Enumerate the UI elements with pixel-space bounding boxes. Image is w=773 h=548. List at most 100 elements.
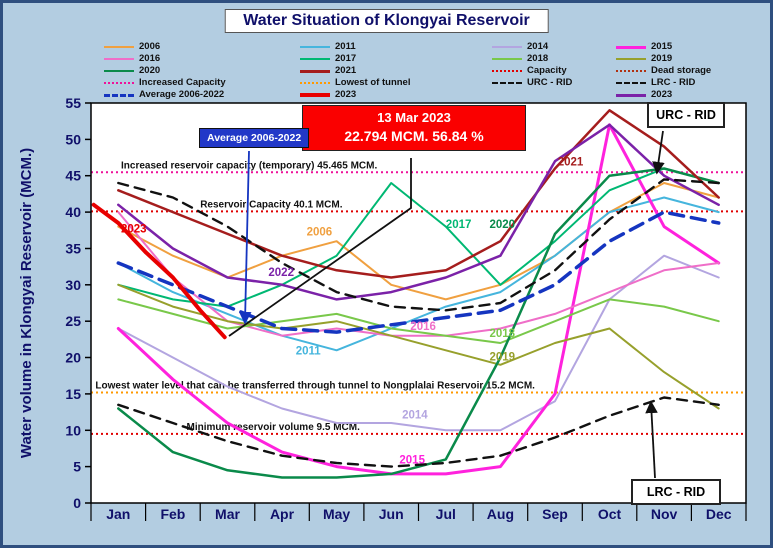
- page-title: Water Situation of Klongyai Reservoir: [224, 9, 549, 33]
- year-label-2023: 2023: [121, 224, 147, 236]
- callout-connector: [238, 150, 252, 325]
- legend-item-dead-storage: Dead storage: [616, 65, 766, 77]
- month-label: Jan: [106, 506, 130, 522]
- reference-line-label: Reservoir Capacity 40.1 MCM.: [200, 199, 343, 210]
- y-tick-label: 5: [73, 459, 81, 475]
- legend-label: 2011: [335, 41, 356, 53]
- legend-label: 2016: [139, 53, 161, 65]
- series-2022: [117, 123, 720, 301]
- legend-item-2020: 2020: [104, 65, 300, 77]
- legend-label: 2014: [527, 41, 549, 53]
- y-tick-label: 40: [65, 204, 81, 220]
- legend-line-swatch: [492, 58, 522, 60]
- series-Average-2006-2022: [116, 210, 721, 334]
- callout-lrc-box: LRC - RID: [631, 479, 721, 505]
- year-label-2011: 2011: [296, 346, 322, 358]
- month-label: Sep: [542, 506, 568, 522]
- legend-label: 2017: [335, 53, 357, 65]
- series-2011: [117, 196, 720, 352]
- year-label-2020: 2020: [490, 219, 516, 231]
- year-label-2006: 2006: [307, 226, 333, 238]
- legend-line-swatch: [300, 93, 330, 97]
- legend-item-average-2006-2022: Average 2006-2022: [104, 89, 300, 101]
- legend-item-urc---rid: URC - RID: [492, 77, 616, 89]
- callout-connector: [645, 400, 658, 479]
- y-tick-label: 45: [65, 168, 81, 184]
- series-2018: [117, 298, 720, 344]
- legend-item-2021: 2021: [300, 65, 492, 77]
- year-label-2016: 2016: [410, 321, 436, 333]
- y-tick-label: 35: [65, 241, 81, 257]
- legend-item-2011: 2011: [300, 41, 492, 53]
- year-label-2021: 2021: [558, 157, 584, 169]
- series-URC---RID: [117, 178, 720, 312]
- year-label-2017: 2017: [446, 219, 472, 231]
- legend-line-swatch: [616, 58, 646, 60]
- legend-line-swatch: [300, 82, 330, 84]
- year-label-2015: 2015: [399, 455, 425, 467]
- legend-label: URC - RID: [527, 77, 573, 89]
- legend-line-swatch: [104, 82, 134, 84]
- legend-line-swatch: [492, 82, 522, 84]
- series-2016: [117, 211, 720, 337]
- legend-item-increased-capacity: Increased Capacity: [104, 77, 300, 89]
- legend-label: Increased Capacity: [139, 77, 226, 89]
- legend-item-2023: 2023: [616, 89, 766, 101]
- legend-line-swatch: [104, 93, 134, 97]
- series-2023: [91, 202, 227, 340]
- legend-label: 2023: [335, 89, 357, 101]
- y-tick-label: 15: [65, 386, 81, 402]
- legend-line-swatch: [104, 58, 134, 60]
- month-label: Dec: [706, 506, 732, 522]
- legend-item-2017: 2017: [300, 53, 492, 65]
- month-label: Oct: [598, 506, 622, 522]
- legend-label: LRC - RID: [651, 77, 696, 89]
- legend-line-swatch: [616, 70, 646, 72]
- legend-label: 2023: [651, 89, 673, 101]
- legend-label: 2018: [527, 53, 549, 65]
- legend-label: Average 2006-2022: [139, 89, 225, 101]
- callout-urc-box: URC - RID: [647, 102, 725, 128]
- reference-line-label: Lowest water level that can be transferr…: [95, 381, 535, 392]
- chart-plot: Increased reservoir capacity (temporary)…: [18, 95, 747, 522]
- month-label: Jun: [379, 506, 404, 522]
- legend-item-2019: 2019: [616, 53, 766, 65]
- month-label: Feb: [160, 506, 185, 522]
- legend-label: 2006: [139, 41, 161, 53]
- callout-average-box: Average 2006-2022: [199, 128, 310, 148]
- year-label-2018: 2018: [490, 328, 516, 340]
- callout-connector: [228, 158, 412, 337]
- month-label: Apr: [270, 506, 295, 522]
- callout-current-volume: 22.794 MCM. 56.84 %: [344, 128, 484, 144]
- legend-line-swatch: [300, 69, 330, 73]
- legend-line-swatch: [300, 46, 330, 48]
- legend-line-swatch: [300, 58, 330, 60]
- y-tick-label: 0: [73, 495, 81, 511]
- series-2017: [117, 167, 720, 308]
- legend-item-2006: 2006: [104, 41, 300, 53]
- series-LRC---RID: [117, 396, 720, 468]
- month-label: May: [323, 506, 350, 522]
- series-2014: [117, 254, 720, 432]
- legend-line-swatch: [616, 45, 646, 49]
- series-2015: [116, 123, 721, 476]
- series-2020: [117, 167, 720, 479]
- month-label: Aug: [487, 506, 514, 522]
- legend-label: Capacity: [527, 65, 567, 77]
- y-tick-label: 50: [65, 131, 81, 147]
- legend-line-swatch: [492, 46, 522, 48]
- month-label: Jul: [436, 506, 456, 522]
- legend-item-lrc---rid: LRC - RID: [616, 77, 766, 89]
- legend-item-capacity: Capacity: [492, 65, 616, 77]
- legend-item-2018: 2018: [492, 53, 616, 65]
- callout-current-value-box: 13 Mar 2023 22.794 MCM. 56.84 %: [302, 105, 526, 151]
- legend-item-2023: 2023: [300, 89, 492, 101]
- y-tick-label: 10: [65, 422, 81, 438]
- legend-label: 2020: [139, 65, 161, 77]
- legend-line-swatch: [616, 93, 646, 97]
- y-tick-label: 25: [65, 313, 81, 329]
- legend-item-2015: 2015: [616, 41, 766, 53]
- legend-empty-cell: [492, 89, 616, 101]
- legend-line-swatch: [104, 70, 134, 72]
